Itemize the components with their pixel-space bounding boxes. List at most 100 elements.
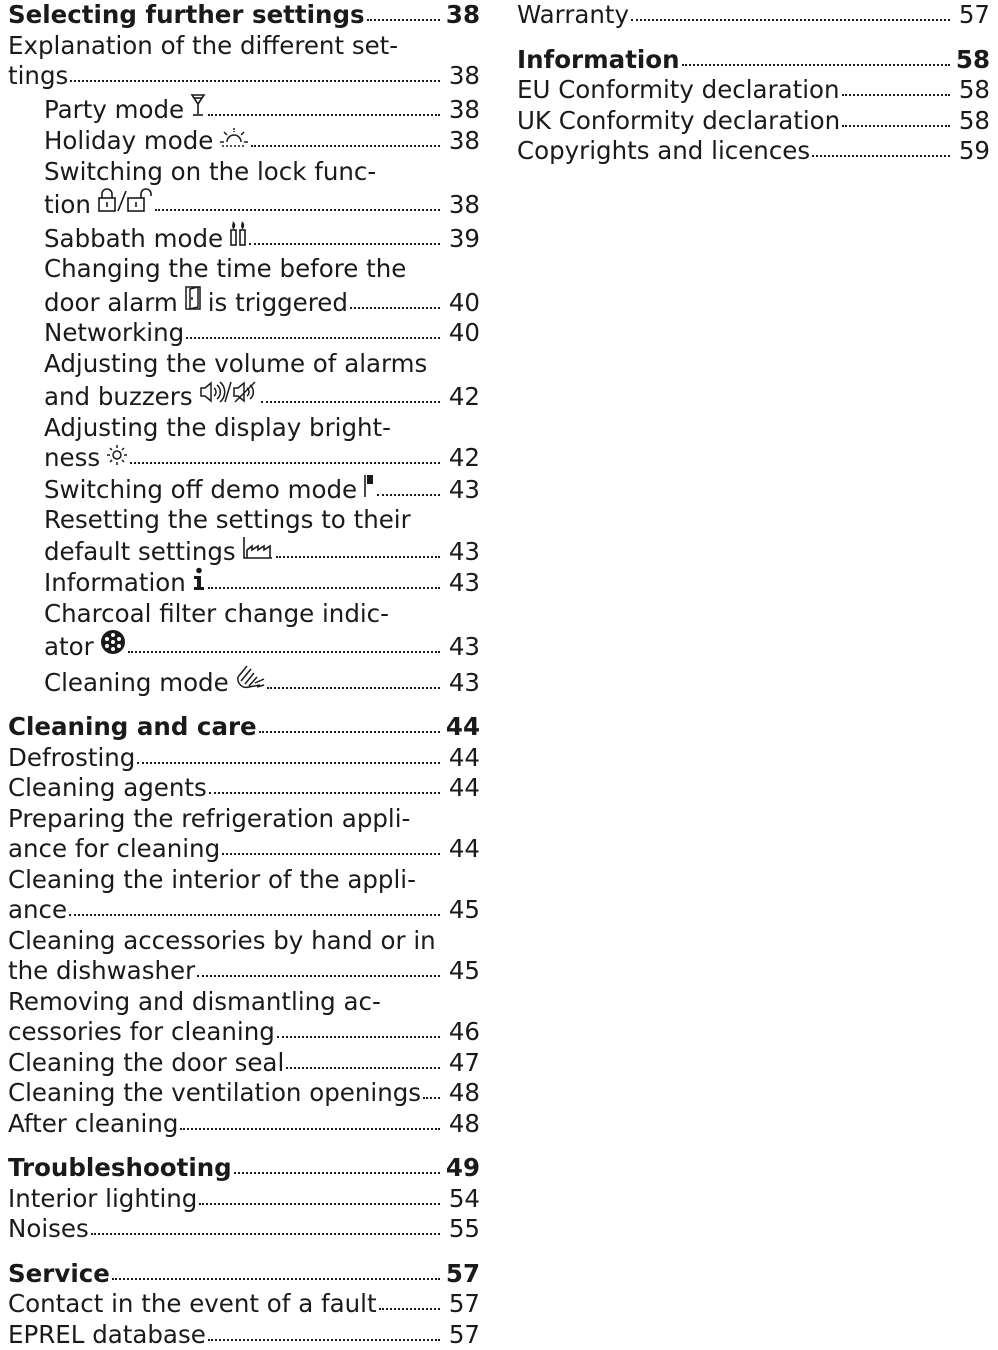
- toc-page-number: 42: [442, 382, 480, 413]
- cleaning-hand-icon: [235, 663, 265, 691]
- dot-leader: [277, 1036, 440, 1038]
- toc-entry[interactable]: Warranty 57: [517, 0, 990, 31]
- toc-entry-title: ance for cleaning: [8, 834, 220, 865]
- toc-entry-title: ator: [44, 632, 94, 663]
- toc-page-number: 59: [952, 136, 990, 167]
- party-glass-icon: [190, 92, 206, 118]
- dot-leader: [842, 94, 950, 96]
- toc-page-number: 47: [442, 1048, 480, 1079]
- toc-entry-title: ance: [8, 895, 67, 926]
- dot-leader: [367, 19, 440, 21]
- dot-leader: [631, 19, 950, 21]
- dot-leader: [155, 209, 440, 211]
- toc-page-number: 57: [952, 0, 990, 31]
- toc-entry-title: cessories for cleaning: [8, 1017, 275, 1048]
- dot-leader: [130, 462, 440, 464]
- toc-entry-title: Warranty: [517, 0, 629, 31]
- toc-entry-title: Cleaning accessories by hand or in: [8, 926, 436, 957]
- dot-leader: [423, 1097, 440, 1099]
- toc-entry[interactable]: Networking 40: [8, 318, 480, 349]
- toc-entry-title: Troubleshooting: [8, 1153, 232, 1184]
- filter-icon: [100, 629, 126, 655]
- dot-leader: [112, 1278, 440, 1280]
- dot-leader: [276, 556, 440, 558]
- toc-entry-title: and buzzers: [44, 382, 193, 413]
- toc-page-number: 57: [442, 1259, 480, 1290]
- dot-leader: [377, 494, 440, 496]
- dot-leader: [199, 1203, 440, 1205]
- dot-leader: [222, 853, 440, 855]
- toc-entry-title: EU Conformity declaration: [517, 75, 840, 106]
- dot-leader: [267, 687, 440, 689]
- volume-mute-icon: [199, 379, 259, 405]
- toc-page-number: 48: [442, 1078, 480, 1109]
- toc-entry-title: Removing and dismantling ac-: [8, 987, 381, 1018]
- dot-leader: [91, 1233, 440, 1235]
- lock-unlock-icon: [97, 187, 153, 213]
- dot-leader: [379, 1308, 440, 1310]
- toc-entry-title: Preparing the refrigeration appli-: [8, 804, 410, 835]
- toc-entry-title: Networking: [44, 318, 184, 349]
- toc-entry[interactable]: EU Conformity declaration 58: [517, 75, 990, 106]
- toc-entry-title: Defrosting: [8, 743, 135, 774]
- toc-page-number: 48: [442, 1109, 480, 1140]
- toc-page-number: 40: [442, 288, 480, 319]
- toc-entry-title: Explanation of the different set-: [8, 31, 398, 62]
- dot-leader: [208, 1339, 440, 1341]
- toc-entry-title: Switching off demo mode: [44, 475, 357, 506]
- toc-page-number: 43: [442, 632, 480, 663]
- toc-page-number: 57: [442, 1289, 480, 1320]
- toc-entry[interactable]: Removing and dismantling ac-cessories fo…: [8, 987, 480, 1048]
- toc-page-number: 58: [952, 75, 990, 106]
- toc-page-number: 46: [442, 1017, 480, 1048]
- toc-entry-title: Adjusting the display bright-: [44, 413, 391, 444]
- toc-entry-title: Cleaning the interior of the appli-: [8, 865, 416, 896]
- dot-leader: [137, 762, 440, 764]
- toc-entry-title: Interior lighting: [8, 1184, 197, 1215]
- dot-leader: [286, 1067, 440, 1069]
- dot-leader: [69, 914, 440, 916]
- toc-entry-title: Sabbath mode: [44, 224, 223, 255]
- dot-leader: [208, 114, 440, 116]
- toc-entry[interactable]: Preparing the refrigeration appli-ance f…: [8, 804, 480, 865]
- toc-entry-title: the dishwasher: [8, 956, 195, 987]
- toc-page-number: 42: [442, 443, 480, 474]
- toc-entry-title: Changing the time before the: [44, 254, 406, 285]
- dot-leader: [180, 1128, 440, 1130]
- dot-leader: [261, 401, 440, 403]
- toc-page-number: 40: [442, 318, 480, 349]
- toc-page-number: 44: [442, 743, 480, 774]
- toc-entry[interactable]: Defrosting 44: [8, 743, 480, 774]
- dot-leader: [208, 587, 440, 589]
